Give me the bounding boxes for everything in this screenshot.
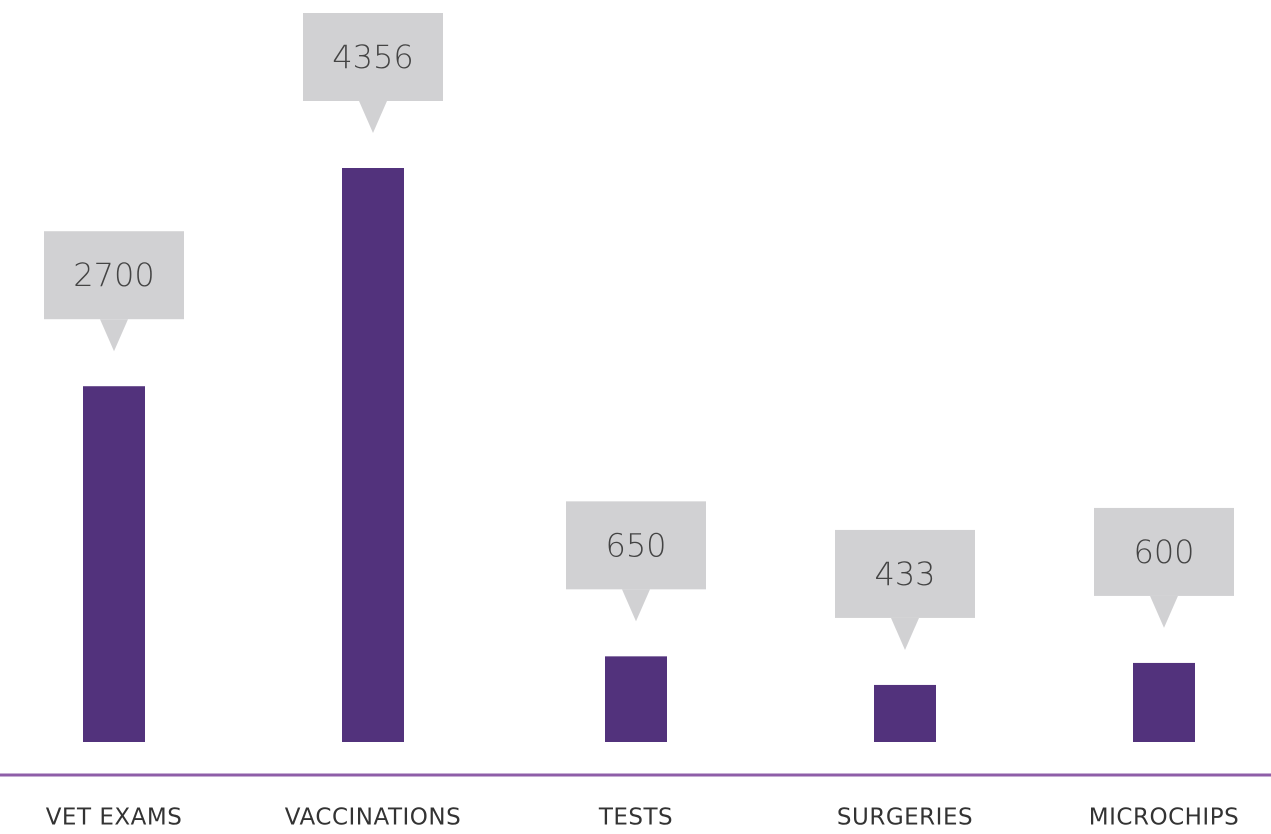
callout-box [566,501,706,590]
callout-pointer [891,617,919,650]
value-label: 433 [874,555,935,593]
value-label: 600 [1133,533,1194,571]
callout-pointer [100,319,128,352]
callout-pointer [622,589,650,622]
bar [1133,662,1195,742]
x-tick-label: SURGERIES [837,805,973,831]
bar [342,168,404,742]
callout-box [1094,507,1234,596]
value-label: 650 [605,526,666,564]
x-tick-label: MICROCHIPS [1089,805,1239,831]
callout-pointer [359,101,387,133]
x-tick-label: VACCINATIONS [285,805,461,831]
x-tick-label: TESTS [598,805,673,831]
callout-box [44,231,184,320]
callout-box [303,13,443,101]
value-label: 2700 [73,256,154,294]
callout-pointer [1150,595,1178,628]
x-tick-label: VET EXAMS [46,805,183,831]
value-label: 4356 [332,38,413,76]
bar [83,386,145,742]
bar [874,684,936,742]
callout-box [835,529,975,618]
bar [605,656,667,742]
